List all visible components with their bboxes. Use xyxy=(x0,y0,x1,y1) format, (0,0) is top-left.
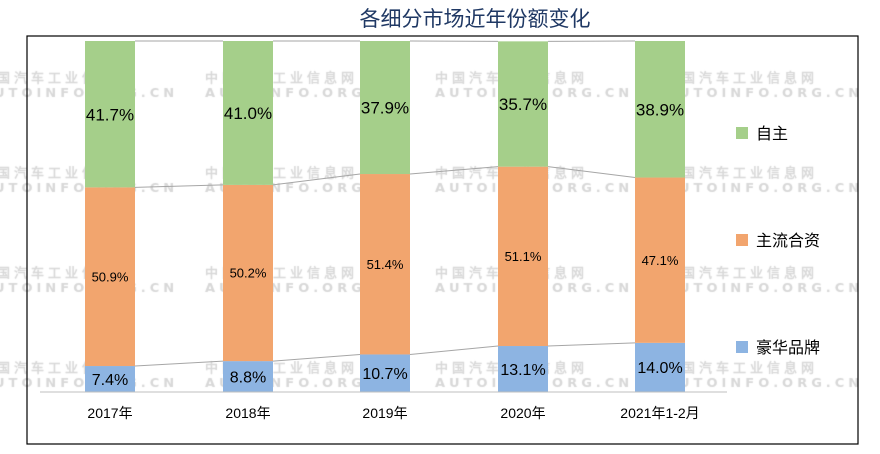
data-label: 37.9% xyxy=(361,99,409,118)
bar-segment xyxy=(223,41,273,185)
data-label: 10.7% xyxy=(362,366,407,383)
bar-segment xyxy=(498,41,548,167)
legend-label: 豪华品牌 xyxy=(756,338,820,357)
plot-border xyxy=(26,35,859,445)
data-label: 35.7% xyxy=(499,95,547,114)
data-label: 8.8% xyxy=(230,369,266,386)
bar-segment xyxy=(360,354,410,392)
x-tick-label: 2019年 xyxy=(362,405,407,421)
data-label: 50.2% xyxy=(230,266,267,281)
series-line xyxy=(409,166,499,175)
bar-segment xyxy=(635,342,685,392)
data-label: 50.9% xyxy=(92,269,129,284)
bar-segment xyxy=(360,41,410,175)
bar-segment xyxy=(635,177,685,343)
data-label: 7.4% xyxy=(92,372,128,389)
series-line xyxy=(134,184,224,188)
bar-segment xyxy=(498,166,548,347)
series-line xyxy=(272,173,361,186)
bar-segment xyxy=(360,174,410,355)
data-label: 47.1% xyxy=(642,253,679,268)
data-label: 41.0% xyxy=(224,104,272,123)
data-label: 38.9% xyxy=(636,100,684,119)
bar-segment xyxy=(223,361,273,392)
data-label: 51.4% xyxy=(367,257,404,272)
legend-label: 自主 xyxy=(756,124,788,143)
data-label: 41.7% xyxy=(86,105,134,124)
legend-swatch xyxy=(736,341,748,353)
series-line xyxy=(272,353,361,362)
bar-segment xyxy=(223,184,273,362)
bar-segment xyxy=(498,346,548,392)
data-label: 13.1% xyxy=(500,362,545,379)
series-line xyxy=(134,360,224,367)
legend-label: 主流合资 xyxy=(756,231,820,250)
legend-swatch xyxy=(736,234,748,246)
series-line xyxy=(409,345,499,355)
bars xyxy=(85,41,685,392)
data-label: 14.0% xyxy=(637,360,682,377)
x-axis-ticks: 2017年 2018年 2019年 2020年 2021年1-2月 xyxy=(87,405,699,421)
legend-swatch xyxy=(736,127,748,139)
bar-segment xyxy=(85,366,135,392)
bar-segment xyxy=(635,41,685,178)
chart-title: 各细分市场近年份额变化 xyxy=(360,7,591,31)
series-line xyxy=(547,342,636,347)
x-tick-label: 2017年 xyxy=(87,405,132,421)
x-tick-label: 2021年1-2月 xyxy=(620,405,699,421)
bar-segment xyxy=(85,187,135,367)
data-labels: 7.4% 50.9% 41.7% 8.8% 50.2% 41.0% 10.7% 51.4% 37… xyxy=(86,95,684,389)
x-tick-label: 2018年 xyxy=(225,405,270,421)
x-tick-label: 2020年 xyxy=(500,405,545,421)
bar-segment xyxy=(85,41,135,188)
series-line xyxy=(547,166,636,179)
data-label: 51.1% xyxy=(505,249,542,264)
series-lines xyxy=(134,40,636,367)
